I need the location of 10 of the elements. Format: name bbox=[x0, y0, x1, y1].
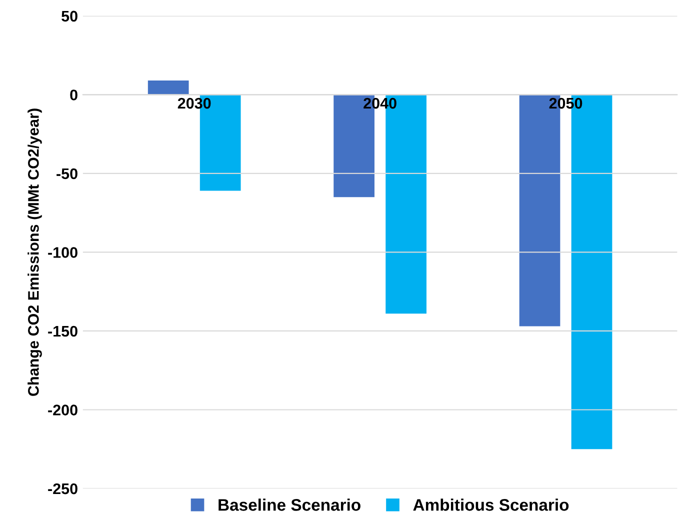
y-tick-label: 0 bbox=[70, 90, 78, 100]
legend-label: Ambitious Scenario bbox=[413, 498, 569, 511]
y-axis-title: Change CO2 Emissions (MMt CO2/year) bbox=[28, 108, 42, 396]
y-tick-label: -100 bbox=[48, 247, 78, 258]
legend-label: Baseline Scenario bbox=[218, 498, 360, 511]
y-tick-label: -150 bbox=[48, 326, 78, 337]
y-tick-label: 50 bbox=[62, 10, 78, 22]
y-tick-label: -250 bbox=[48, 483, 78, 494]
y-tick-label: -200 bbox=[48, 404, 78, 416]
y-tick-label: -50 bbox=[56, 168, 78, 180]
